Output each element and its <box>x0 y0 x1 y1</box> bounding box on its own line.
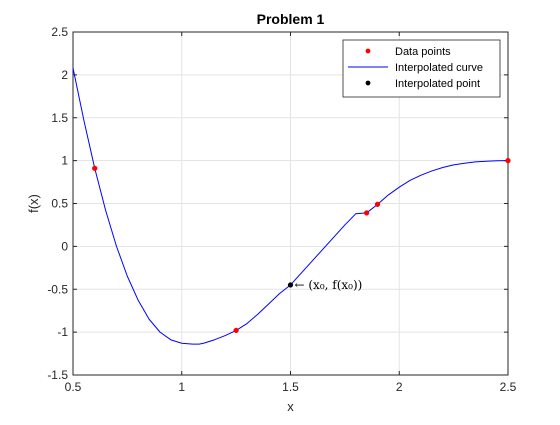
data-point-marker <box>374 201 381 208</box>
legend-label: Interpolated point <box>395 78 480 90</box>
data-point-marker <box>505 157 511 164</box>
data-point-marker <box>92 165 98 171</box>
data-point-marker <box>233 327 239 334</box>
tick-marks <box>72 31 509 376</box>
y-axis-label: f(x) <box>26 194 41 213</box>
point-annotation: ← (x₀, f(x₀)) <box>295 278 363 292</box>
x-tick-label: 1 <box>178 380 185 394</box>
annotation: ← (x₀, f(x₀)) <box>295 278 363 292</box>
series <box>72 67 511 345</box>
legend-item: Interpolated curve <box>348 62 483 74</box>
legend-marker-swatch <box>365 80 371 86</box>
x-tick-label: 0.5 <box>65 380 82 394</box>
x-tick-label: 2.5 <box>500 380 517 394</box>
y-tick-label: 1.5 <box>51 111 68 125</box>
y-tick-label: 0 <box>61 239 68 253</box>
legend-marker-swatch <box>365 48 371 54</box>
y-tick-label: 1 <box>61 154 68 168</box>
interpolated-curve-line <box>72 67 509 345</box>
y-tick-labels: -1.5 -1 -0.5 0 0.5 1 1.5 2 2.5 <box>47 25 68 382</box>
x-tick-label: 2 <box>396 380 403 394</box>
legend-label: Interpolated curve <box>395 62 483 74</box>
legend: Data points Interpolated curve Interpolate… <box>342 39 501 98</box>
x-tick-labels: 0.5 1 1.5 2 2.5 <box>65 380 517 394</box>
x-tick-label: 1.5 <box>282 380 299 394</box>
data-point-marker <box>363 210 370 216</box>
x-axis-label: x <box>287 399 294 414</box>
y-tick-label: -1 <box>57 325 68 339</box>
y-tick-label: 0.5 <box>51 197 68 211</box>
legend-item: Interpolated point <box>365 78 480 90</box>
y-tick-label: 2 <box>61 68 68 82</box>
chart-title: Problem 1 <box>257 11 325 27</box>
y-tick-label: -1.5 <box>47 368 68 382</box>
interpolated-point-marker <box>287 282 294 288</box>
y-tick-label: -0.5 <box>47 282 68 296</box>
legend-item: Data points <box>365 46 451 58</box>
y-tick-label: 2.5 <box>51 25 68 39</box>
legend-label: Data points <box>395 46 451 58</box>
